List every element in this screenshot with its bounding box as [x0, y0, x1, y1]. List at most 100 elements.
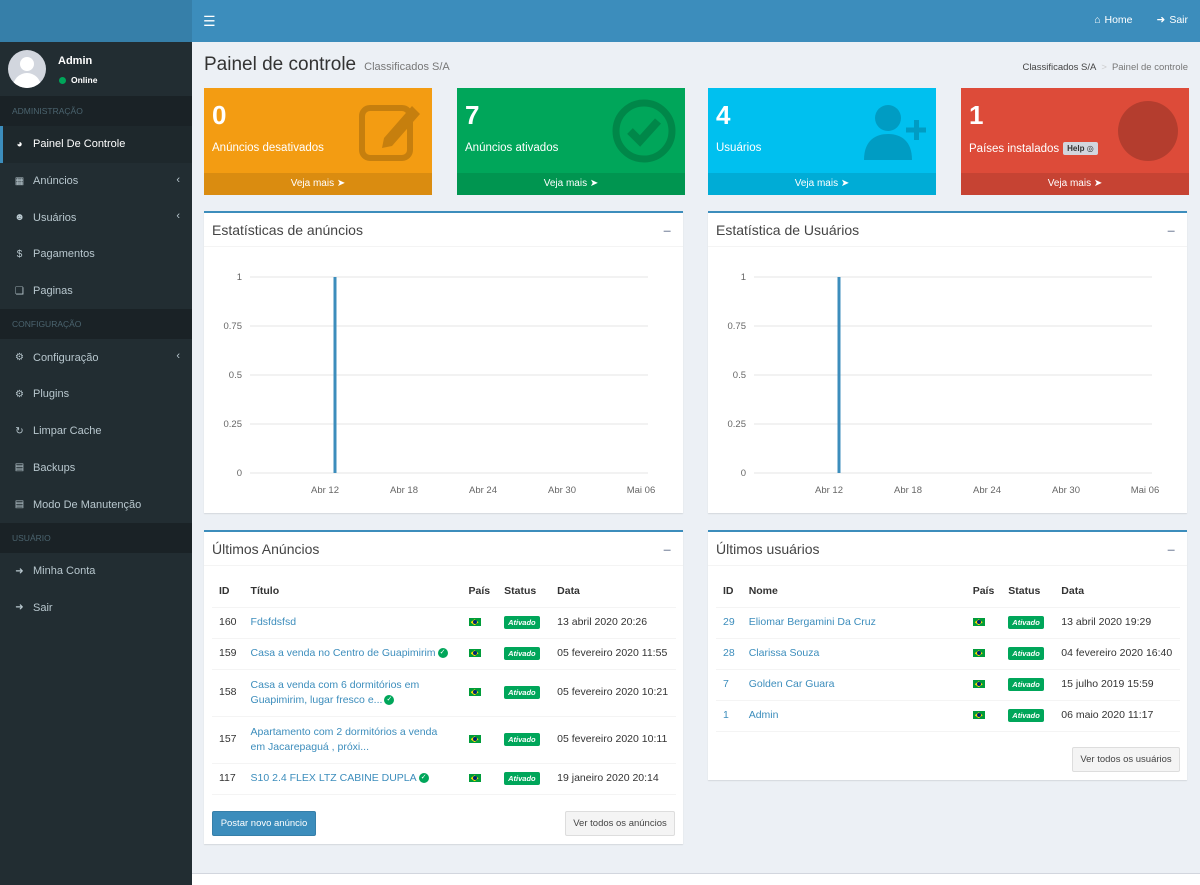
users-stats-panel: Estatística de Usuários – 1 0.75 0.5 0.25 0 A…	[708, 211, 1187, 513]
panel-title: Estatística de Usuários	[716, 222, 860, 238]
sidebar-item-ads[interactable]: ▦ Anúncios ‹	[14, 173, 180, 188]
sidebar-item-backups[interactable]: ▤ Backups	[14, 461, 76, 474]
exit-link[interactable]: ➜ Sair	[1156, 14, 1189, 26]
minimize-icon[interactable]: –	[1167, 222, 1175, 238]
sidebar-item-logout[interactable]: ➜ Sair	[0, 590, 192, 627]
help-button[interactable]: Help ◎	[1063, 142, 1098, 155]
content-header: Painel de controle Classificados S/A Cla…	[204, 54, 1188, 78]
sidebar-item-maintenance[interactable]: ▤ Modo De Manutenção	[14, 498, 142, 511]
y-tick-label: 0	[741, 468, 746, 479]
user-id-link[interactable]: 1	[723, 709, 729, 721]
minimize-icon[interactable]: –	[1167, 541, 1175, 557]
col-date: Data	[550, 576, 676, 608]
minimize-icon[interactable]: –	[663, 222, 671, 238]
ad-title-link[interactable]: Fdsfdsfsd	[250, 616, 297, 628]
brazil-flag-icon	[972, 711, 985, 720]
post-new-ad-button[interactable]: Postar novo anúncio	[212, 811, 316, 836]
user-id-link[interactable]: 29	[723, 616, 735, 628]
see-more-link[interactable]: Veja mais ➤	[204, 173, 432, 195]
table-row: 29 Eliomar Bergamini Da Cruz Ativado 13 …	[716, 607, 1180, 639]
refresh-icon: ↻	[15, 425, 24, 437]
brazil-flag-icon	[972, 680, 985, 689]
see-more-link[interactable]: Veja mais ➤	[708, 173, 936, 195]
stat-box-ads-disabled: 0 Anúncios desativados Veja mais ➤	[204, 88, 432, 195]
sidebar-item-dashboard[interactable]: ◕ Painel De Controle	[0, 126, 192, 163]
ad-title-link[interactable]: S10 2.4 FLEX LTZ CABINE DUPLA	[250, 772, 417, 784]
check-circle-icon	[612, 99, 676, 163]
user-name-link[interactable]: Golden Car Guara	[748, 678, 835, 690]
x-tick-label: Abr 12	[815, 485, 843, 496]
latest-ads-panel: Últimos Anúncios – ID Título País Status…	[204, 530, 683, 844]
home-icon: ⌂	[1094, 14, 1101, 26]
x-tick-label: Mai 06	[627, 485, 656, 496]
user-id-link[interactable]: 7	[723, 678, 729, 690]
sidebar-item-config[interactable]: ⚙ Configuração ‹	[0, 339, 192, 376]
sidebar-item-payments[interactable]: $ Pagamentos	[0, 236, 192, 273]
see-more-link[interactable]: Veja mais ➤	[961, 173, 1189, 195]
stat-value: 7	[465, 100, 480, 130]
status-badge: Ativado	[504, 772, 540, 785]
x-tick-label: Abr 24	[469, 485, 497, 496]
view-all-ads-button[interactable]: Ver todos os anúncios	[565, 811, 675, 836]
y-tick-label: 0.25	[728, 419, 747, 430]
col-date: Data	[1054, 576, 1180, 608]
user-id-link[interactable]: 28	[723, 647, 735, 659]
user-name-link[interactable]: Admin	[748, 709, 779, 721]
latest-users-table: ID Nome País Status Data 29 Eliomar Berg…	[716, 576, 1180, 732]
page-title: Painel de controle	[204, 54, 357, 75]
sidebar: Admin Online ADMINISTRAÇÃO ◕ Painel De Co…	[0, 42, 192, 885]
brazil-flag-icon	[468, 688, 481, 697]
sidebar-item-my-account[interactable]: ➜ Minha Conta	[0, 553, 192, 590]
verified-check-icon: ✓	[384, 694, 395, 705]
users-icon: ☻	[14, 212, 25, 224]
x-tick-label: Abr 18	[390, 485, 418, 496]
x-tick-label: Abr 12	[311, 485, 339, 496]
breadcrumb-current: Painel de controle	[1111, 62, 1188, 73]
stat-label: Anúncios desativados	[212, 142, 324, 154]
stat-box-ads-enabled: 7 Anúncios ativados Veja mais ➤	[457, 88, 685, 195]
see-more-link[interactable]: Veja mais ➤	[457, 173, 685, 195]
sidebar-item-pages[interactable]: ❏ Paginas	[0, 273, 192, 310]
footer	[192, 873, 1200, 885]
hdd-icon: ▤	[14, 462, 25, 474]
table-row: 7 Golden Car Guara Ativado 15 julho 2019…	[716, 669, 1180, 701]
user-name-link[interactable]: Eliomar Bergamini Da Cruz	[748, 616, 876, 628]
sidebar-header-user: USUÁRIO	[0, 522, 192, 553]
breadcrumb-home[interactable]: Classificados S/A	[1022, 62, 1097, 73]
brazil-flag-icon	[468, 618, 481, 627]
ad-title-link[interactable]: Casa a venda no Centro de Guapimirim	[250, 647, 436, 659]
brazil-flag-icon	[972, 649, 985, 658]
sidebar-item-clear-cache[interactable]: ↻ Limpar Cache	[0, 413, 192, 450]
arrow-circle-right-icon: ➤	[840, 178, 850, 189]
status-badge: Ativado	[504, 686, 540, 699]
col-name: Nome	[741, 576, 966, 608]
ad-title-link[interactable]: Apartamento com 2 dormitórios a venda em…	[250, 725, 438, 753]
y-tick-label: 0.5	[229, 370, 242, 381]
logo-area	[0, 0, 192, 42]
y-tick-label: 1	[741, 272, 746, 283]
chevron-left-icon: ‹	[176, 173, 180, 186]
ad-title-link[interactable]: Casa a venda com 6 dormitórios em Guapim…	[250, 678, 420, 706]
y-tick-label: 0.75	[224, 321, 243, 332]
status-badge: Ativado	[504, 733, 540, 746]
col-title: Título	[243, 576, 462, 608]
sidebar-item-users[interactable]: ☻ Usuários ‹	[14, 210, 180, 224]
home-link[interactable]: ⌂ Home	[1094, 14, 1133, 26]
col-status: Status	[1001, 576, 1055, 608]
ads-stats-panel: Estatísticas de anúncios – 1 0.75 0.5 0.25 0…	[204, 211, 683, 513]
user-name-link[interactable]: Clarissa Souza	[748, 647, 820, 659]
view-all-users-button[interactable]: Ver todos os usuários	[1072, 747, 1180, 772]
stat-label: Países instalados Help ◎	[969, 142, 1098, 155]
brazil-flag-icon	[468, 735, 481, 744]
sign-out-icon: ➜	[15, 602, 24, 614]
dollar-icon: $	[16, 248, 23, 260]
status-badge: Ativado	[504, 616, 540, 629]
sidebar-toggle-icon[interactable]: ☰	[203, 13, 216, 29]
status-badge: Ativado	[1008, 616, 1044, 629]
y-tick-label: 0.25	[224, 419, 243, 430]
col-country: País	[965, 576, 1002, 608]
bar	[837, 277, 841, 473]
verified-check-icon: ✓	[437, 648, 448, 659]
sidebar-item-plugins[interactable]: ⚙ Plugins	[0, 376, 192, 413]
minimize-icon[interactable]: –	[663, 541, 671, 557]
